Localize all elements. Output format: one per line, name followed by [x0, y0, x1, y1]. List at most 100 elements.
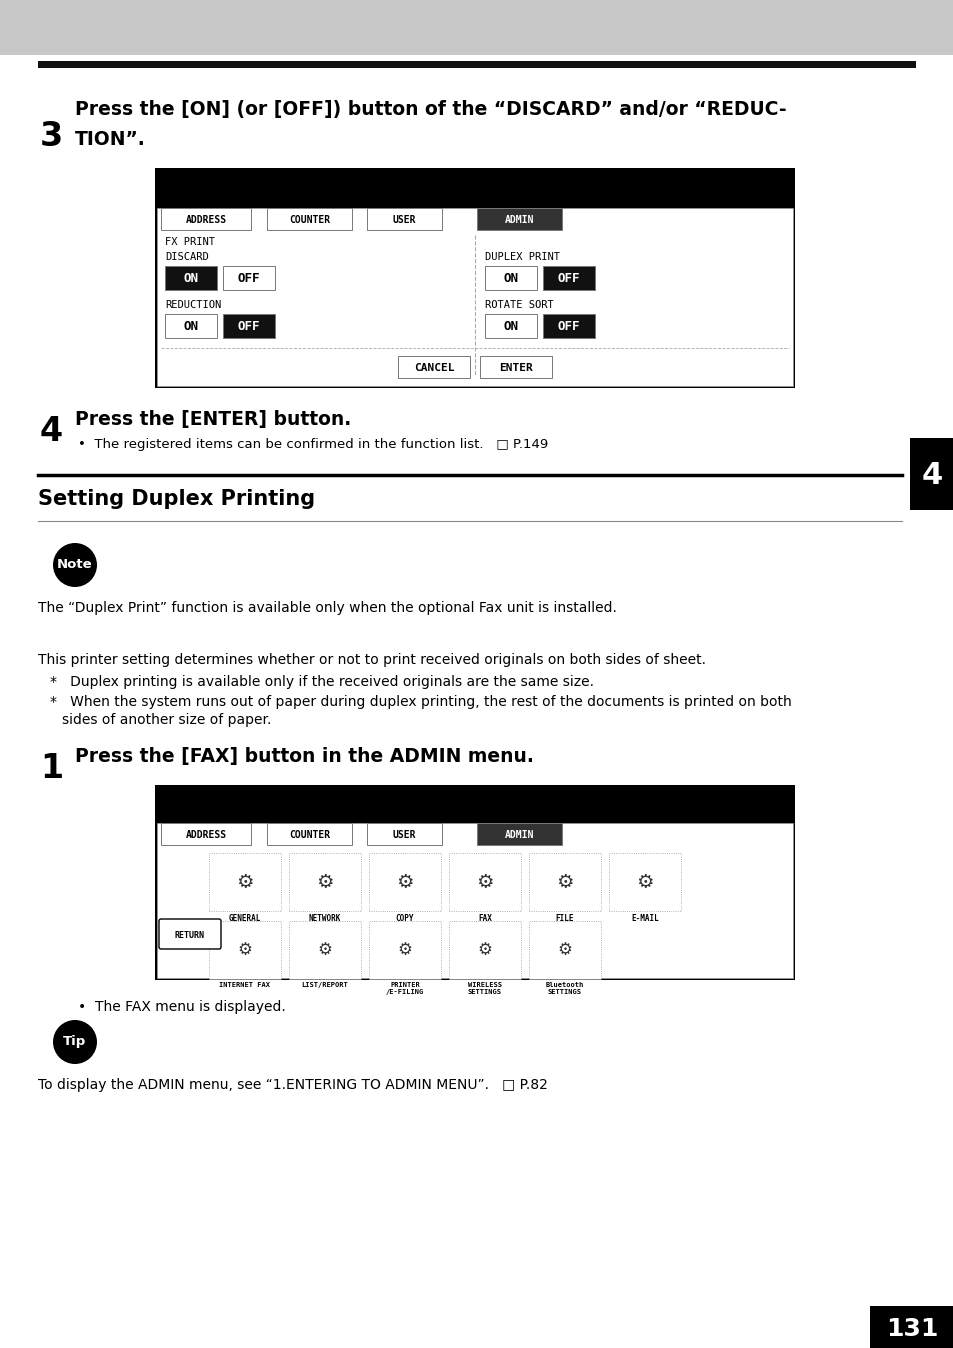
Text: ⚙: ⚙ — [317, 941, 332, 958]
Bar — [267, 824, 352, 845]
Text: PRINTER
/E-FILING: PRINTER /E-FILING — [385, 981, 424, 995]
Bar — [476, 824, 561, 845]
Text: Note: Note — [57, 558, 92, 572]
Circle shape — [53, 543, 97, 586]
Bar — [165, 314, 216, 338]
Text: NETWORK: NETWORK — [309, 914, 341, 923]
Text: FX PRINT: FX PRINT — [165, 237, 214, 247]
Text: DUPLEX PRINT: DUPLEX PRINT — [484, 252, 559, 262]
Text: LIST/REPORT: LIST/REPORT — [301, 981, 348, 988]
Bar — [161, 208, 251, 231]
Bar — [397, 356, 470, 377]
Bar — [0, 0, 953, 55]
Text: ADMIN: ADMIN — [504, 830, 534, 840]
Text: ADDRESS: ADDRESS — [185, 830, 226, 840]
Text: *   Duplex printing is available only if the received originals are the same siz: * Duplex printing is available only if t… — [50, 675, 594, 689]
Bar — [289, 853, 360, 911]
Text: ⚙: ⚙ — [315, 872, 334, 891]
Text: ADMIN: ADMIN — [504, 214, 534, 225]
Bar — [449, 921, 520, 979]
Bar — [367, 824, 441, 845]
Text: •  The registered items can be confirmed in the function list.   □ P.149: • The registered items can be confirmed … — [78, 438, 548, 452]
Bar — [869, 1306, 953, 1348]
Text: ⚙: ⚙ — [556, 872, 573, 891]
Text: RETURN: RETURN — [174, 930, 205, 940]
Text: ⚙: ⚙ — [237, 941, 253, 958]
Text: ⚙: ⚙ — [636, 872, 653, 891]
Bar — [479, 356, 552, 377]
Bar — [267, 208, 352, 231]
Text: ⚙: ⚙ — [397, 941, 412, 958]
Text: The “Duplex Print” function is available only when the optional Fax unit is inst: The “Duplex Print” function is available… — [38, 601, 617, 615]
Text: ⚙: ⚙ — [476, 872, 494, 891]
Text: 131: 131 — [885, 1317, 937, 1341]
Text: 3: 3 — [40, 120, 63, 154]
Bar — [289, 921, 360, 979]
Text: CANCEL: CANCEL — [414, 363, 454, 373]
Bar — [223, 266, 274, 290]
Text: COPY: COPY — [395, 914, 414, 923]
Text: OFF: OFF — [558, 272, 579, 286]
Bar — [542, 266, 595, 290]
Text: USER: USER — [393, 214, 416, 225]
Text: •  The FAX menu is displayed.: • The FAX menu is displayed. — [78, 1000, 286, 1014]
Text: ⚙: ⚙ — [395, 872, 414, 891]
Text: 4: 4 — [921, 461, 942, 491]
Bar — [223, 314, 274, 338]
Text: TION”.: TION”. — [75, 129, 146, 150]
Text: OFF: OFF — [237, 321, 260, 333]
Text: 1: 1 — [40, 752, 63, 785]
Bar — [369, 921, 440, 979]
Text: FAX: FAX — [477, 914, 492, 923]
Text: ON: ON — [183, 272, 198, 286]
Text: Press the [ENTER] button.: Press the [ENTER] button. — [75, 410, 351, 429]
Bar — [529, 853, 600, 911]
Bar — [449, 853, 520, 911]
Bar — [157, 824, 792, 979]
Bar — [542, 314, 595, 338]
Bar — [38, 61, 915, 67]
Text: OFF: OFF — [237, 272, 260, 286]
Text: Tip: Tip — [63, 1035, 87, 1049]
Text: WIRELESS
SETTINGS: WIRELESS SETTINGS — [468, 981, 501, 995]
Bar — [161, 824, 251, 845]
Bar — [154, 785, 794, 980]
Bar — [484, 314, 537, 338]
Text: sides of another size of paper.: sides of another size of paper. — [62, 713, 271, 727]
Bar — [529, 921, 600, 979]
Bar — [484, 266, 537, 290]
Bar — [154, 168, 794, 388]
Bar — [165, 266, 216, 290]
Text: ENTER: ENTER — [498, 363, 533, 373]
Text: REDUCTION: REDUCTION — [165, 301, 221, 310]
Text: ⚙: ⚙ — [236, 872, 253, 891]
Text: USER: USER — [393, 830, 416, 840]
Text: To display the ADMIN menu, see “1.ENTERING TO ADMIN MENU”.   □ P.82: To display the ADMIN menu, see “1.ENTERI… — [38, 1078, 547, 1092]
Text: ADDRESS: ADDRESS — [185, 214, 226, 225]
FancyBboxPatch shape — [159, 919, 221, 949]
Text: ON: ON — [503, 272, 518, 286]
Text: FILE: FILE — [556, 914, 574, 923]
Text: GENERAL: GENERAL — [229, 914, 261, 923]
Bar — [608, 853, 680, 911]
Circle shape — [53, 1020, 97, 1064]
Bar — [369, 853, 440, 911]
Text: COUNTER: COUNTER — [289, 214, 330, 225]
Bar — [909, 438, 953, 510]
Text: Press the [FAX] button in the ADMIN menu.: Press the [FAX] button in the ADMIN menu… — [75, 747, 534, 766]
Text: COUNTER: COUNTER — [289, 830, 330, 840]
Text: ⚙: ⚙ — [477, 941, 492, 958]
Text: Setting Duplex Printing: Setting Duplex Printing — [38, 489, 314, 510]
Text: ON: ON — [503, 321, 518, 333]
Text: Press the [ON] (or [OFF]) button of the “DISCARD” and/or “REDUC-: Press the [ON] (or [OFF]) button of the … — [75, 100, 786, 119]
Text: 4: 4 — [40, 415, 63, 448]
Text: INTERNET FAX: INTERNET FAX — [219, 981, 271, 988]
Bar — [209, 853, 281, 911]
Text: Bluetooth
SETTINGS: Bluetooth SETTINGS — [545, 981, 583, 995]
Text: DISCARD: DISCARD — [165, 252, 209, 262]
Text: *   When the system runs out of paper during duplex printing, the rest of the do: * When the system runs out of paper duri… — [50, 696, 791, 709]
Text: This printer setting determines whether or not to print received originals on bo: This printer setting determines whether … — [38, 652, 705, 667]
Text: OFF: OFF — [558, 321, 579, 333]
Text: ROTATE SORT: ROTATE SORT — [484, 301, 553, 310]
Bar — [209, 921, 281, 979]
